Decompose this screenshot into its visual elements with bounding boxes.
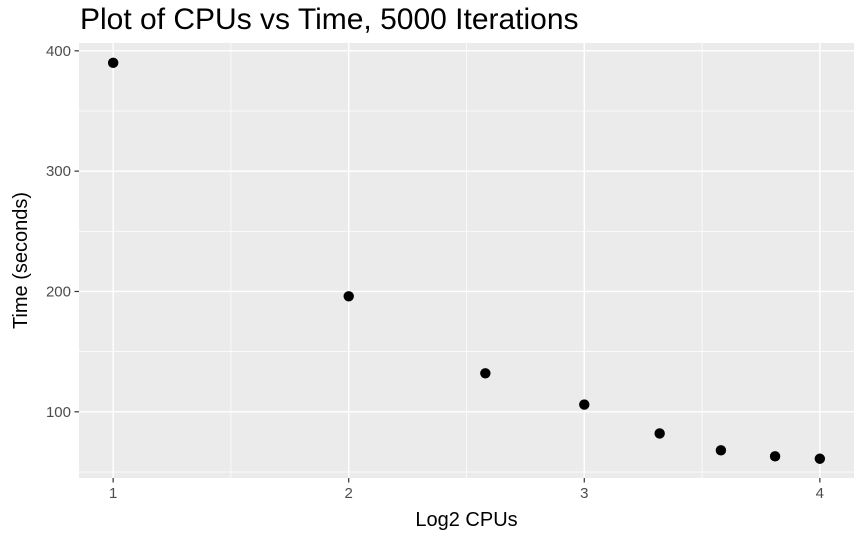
data-point: [480, 368, 491, 379]
y-tick-label: 100: [46, 404, 71, 421]
x-tick-label: 2: [345, 485, 353, 502]
chart-title: Plot of CPUs vs Time, 5000 Iterations: [80, 3, 579, 36]
x-tick-label: 4: [816, 485, 824, 502]
data-point: [343, 291, 354, 302]
x-tick-label: 1: [109, 485, 117, 502]
data-point: [654, 428, 665, 439]
data-point: [814, 453, 826, 464]
data-point: [579, 399, 590, 410]
data-point: [107, 57, 119, 69]
x-tick-label: 3: [580, 485, 588, 502]
data-point: [769, 451, 781, 462]
y-tick-label: 200: [46, 283, 71, 300]
y-tick-label: 300: [46, 163, 71, 180]
y-tick-label: 400: [46, 43, 71, 60]
x-axis-title: Log2 CPUs: [415, 509, 518, 531]
data-point: [715, 445, 727, 456]
y-axis-title: Time (seconds): [10, 191, 32, 330]
